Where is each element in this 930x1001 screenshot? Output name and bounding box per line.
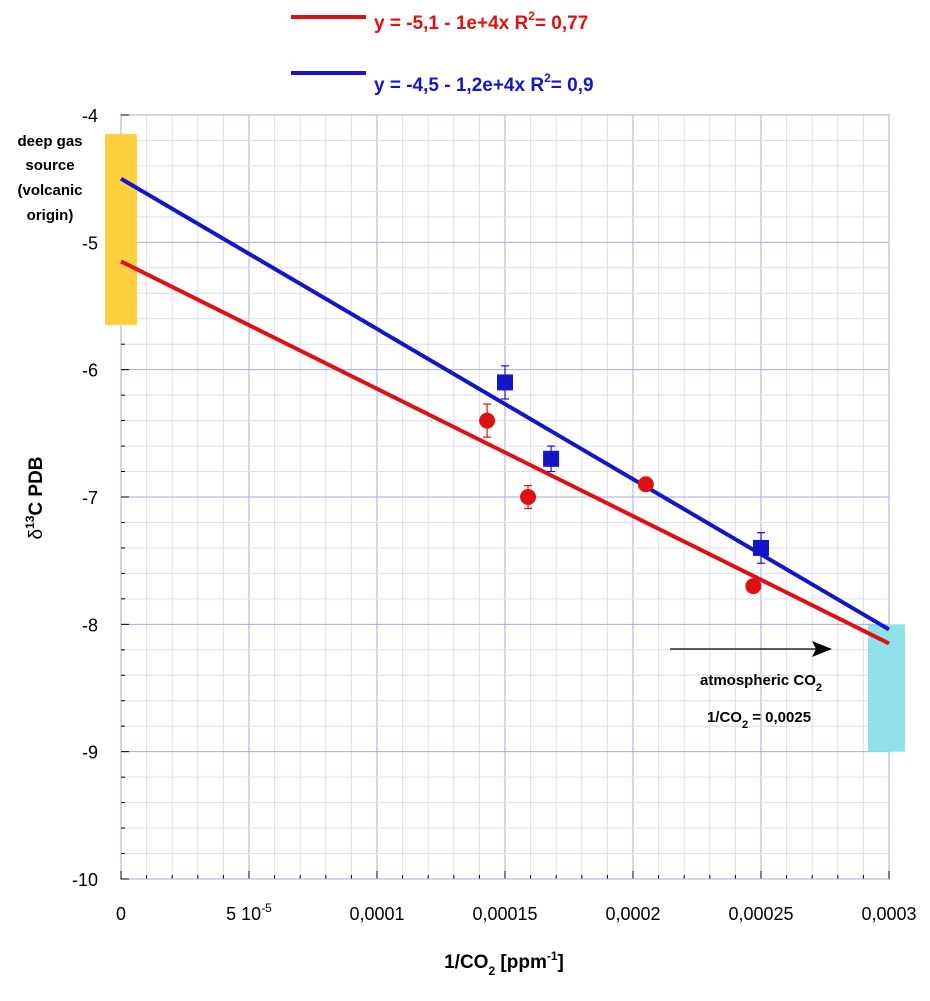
x-tick-label-main: 0,00015 [472, 904, 537, 924]
legend-entry-red: y = -5,1 - 1e+4x R2= 0,77 [374, 9, 588, 34]
data-point-red [745, 578, 762, 595]
legend-red-tail: = 0,77 [535, 13, 588, 34]
legend-blue-tail: = 0,9 [551, 75, 594, 96]
deep-gas-label: deep gas source (volcanic origin) [17, 133, 82, 224]
y-axis-rest: C PDB [26, 456, 47, 515]
x-tick-label-main: 0,0001 [349, 904, 404, 924]
y-axis-title: δ13C PDB [23, 456, 47, 539]
y-axis-sup: 13 [23, 515, 37, 529]
atmospheric-line-2-tail: = 0,0025 [748, 709, 811, 726]
deep-gas-line-4: origin) [27, 207, 74, 224]
x-axis-unit-sup: -1 [547, 949, 558, 963]
fit-line-red [120, 259, 890, 646]
x-axis-main: 1/CO [444, 952, 488, 973]
legend-blue-sup: 2 [544, 71, 551, 85]
x-tick-label: 0,0002 [605, 904, 660, 924]
deep-gas-line-2: source [25, 157, 74, 174]
atmospheric-line-2-main: 1/CO [707, 709, 742, 726]
data-point-red [520, 489, 537, 505]
x-tick-label: 5 10-5 [226, 901, 272, 924]
tick-labels: -10-9-8-7-6-5-40 5 10-5 0,0001 0,00015 0,000… [72, 106, 917, 924]
atmospheric-line-1-main: atmospheric CO [700, 672, 816, 689]
y-tick-label: -7 [82, 488, 98, 508]
x-tick-label-main: 0,0002 [605, 904, 660, 924]
y-tick-label: -8 [82, 615, 98, 635]
x-tick-label: 0,00025 [728, 904, 793, 924]
annotation-bars [105, 134, 905, 752]
x-tick-label-main: 5 10 [226, 904, 261, 924]
y-tick-label: -9 [82, 743, 98, 763]
legend-entry-blue: y = -4,5 - 1,2e+4x R2= 0,9 [374, 71, 594, 96]
x-tick-label-main: 0,0003 [861, 904, 916, 924]
legend-red-text: y = -5,1 - 1e+4x R [374, 13, 528, 34]
data-point-blue [753, 539, 769, 556]
x-tick-label-sup: -5 [261, 901, 272, 915]
data-point-red [637, 476, 654, 493]
atmospheric-line-1: atmospheric CO2 [700, 672, 822, 694]
y-tick-label: -4 [82, 106, 98, 126]
legend-blue-text: y = -4,5 - 1,2e+4x R [374, 75, 544, 96]
deep-gas-line-3: (volcanic [17, 182, 82, 199]
atmospheric-line-2-sub: 2 [742, 719, 748, 731]
legend: y = -5,1 - 1e+4x R2= 0,77 y = -4,5 - 1,2… [291, 9, 594, 96]
deep-gas-bar [105, 134, 137, 326]
x-tick-label: 0 [116, 904, 126, 924]
x-tick-label: 0,0003 [861, 904, 916, 924]
x-tick-label: 0,00015 [472, 904, 537, 924]
x-axis-unit-open: [ppm [495, 952, 547, 973]
data-point-blue [497, 374, 513, 391]
data-point-red [479, 412, 496, 429]
y-tick-label: -6 [82, 361, 98, 381]
x-axis-unit-close: ] [558, 952, 564, 973]
y-axis-delta: δ [26, 529, 47, 540]
atmospheric-annotation: atmospheric CO2 1/CO2 = 0,0025 [670, 641, 832, 731]
x-tick-label-main: 0,00025 [728, 904, 793, 924]
atmospheric-arrow-head [812, 641, 832, 657]
atmospheric-line-1-sub: 2 [816, 682, 822, 694]
atmospheric-line-2: 1/CO2 = 0,0025 [707, 709, 811, 731]
legend-red-sup: 2 [528, 9, 535, 23]
y-tick-label: -5 [82, 233, 98, 253]
y-tick-label: -10 [72, 870, 98, 890]
atmospheric-bar [868, 624, 905, 752]
x-tick-label: 0,0001 [349, 904, 404, 924]
grid-lines [120, 114, 890, 880]
x-axis-sub: 2 [488, 964, 495, 978]
x-axis-title: 1/CO2 [ppm-1] [444, 949, 564, 978]
deep-gas-line-1: deep gas [17, 133, 82, 150]
data-points [479, 365, 769, 595]
x-tick-label-main: 0 [116, 904, 126, 924]
data-point-blue [543, 450, 560, 467]
